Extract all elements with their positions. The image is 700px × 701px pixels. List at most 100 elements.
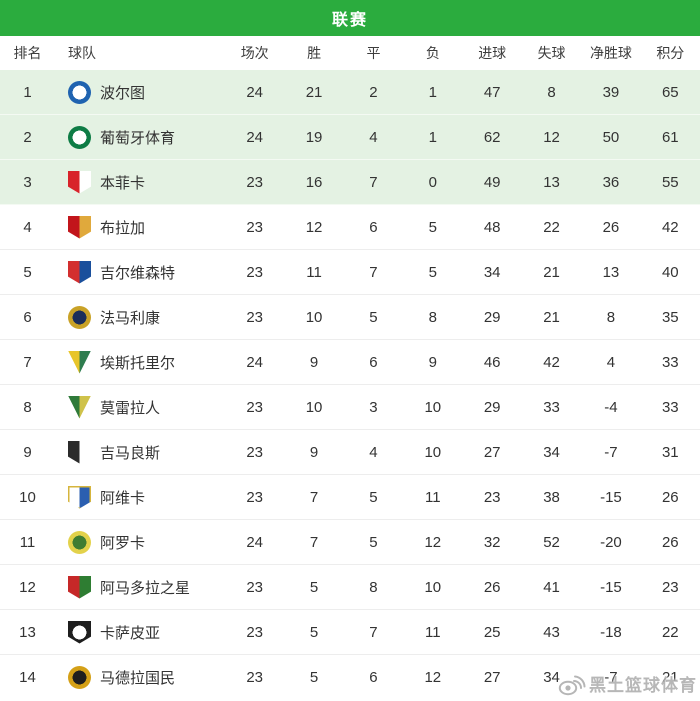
losses-cell: 12 [424, 533, 442, 551]
played-cell: 24 [246, 83, 264, 101]
table-row[interactable]: 14 马德拉国民 23 5 6 12 27 34 -7 21 [0, 655, 700, 700]
table-row[interactable]: 7 埃斯托里尔 24 9 6 9 46 42 4 33 [0, 340, 700, 385]
wins-cell: 7 [309, 488, 319, 506]
played-cell: 23 [246, 173, 264, 191]
goals-against-cell: 12 [543, 128, 560, 146]
points-cell: 65 [661, 83, 679, 101]
goals-for-cell: 29 [483, 308, 501, 326]
team-name: 莫雷拉人 [100, 399, 161, 417]
goals-against-cell: 52 [543, 533, 560, 551]
team-cell: 莫雷拉人 [55, 395, 225, 419]
rank-cell: 6 [23, 308, 32, 326]
table-row[interactable]: 3 本菲卡 23 16 7 0 49 13 36 55 [0, 160, 700, 205]
col-points: 积分 [656, 45, 685, 61]
table-row[interactable]: 10 阿维卡 23 7 5 11 23 38 -15 26 [0, 475, 700, 520]
table-row[interactable]: 2 葡萄牙体育 24 19 4 1 62 12 50 61 [0, 115, 700, 160]
wins-cell: 21 [305, 83, 323, 101]
table-row[interactable]: 11 阿罗卡 24 7 5 12 32 52 -20 26 [0, 520, 700, 565]
team-name: 阿维卡 [100, 489, 146, 507]
col-goals-for: 进球 [478, 45, 507, 61]
team-cell: 阿马多拉之星 [55, 575, 225, 599]
team-logo [68, 350, 91, 374]
losses-cell: 10 [424, 443, 442, 461]
table-row[interactable]: 13 卡萨皮亚 23 5 7 11 25 43 -18 22 [0, 610, 700, 655]
goals-for-cell: 48 [483, 218, 501, 236]
played-cell: 23 [246, 623, 264, 641]
col-rank: 排名 [13, 45, 42, 61]
goals-against-cell: 21 [543, 308, 560, 326]
losses-cell: 5 [428, 218, 437, 236]
team-logo [68, 305, 91, 329]
col-played: 场次 [240, 45, 269, 61]
team-cell: 阿维卡 [55, 485, 225, 509]
title-bar: 联赛 [0, 0, 700, 36]
draws-cell: 3 [369, 398, 378, 416]
table-row[interactable]: 6 法马利康 23 10 5 8 29 21 8 35 [0, 295, 700, 340]
losses-cell: 10 [424, 398, 442, 416]
team-name: 葡萄牙体育 [100, 129, 176, 147]
wins-cell: 5 [309, 623, 319, 641]
draws-cell: 6 [369, 353, 378, 371]
goals-against-cell: 38 [543, 488, 560, 506]
played-cell: 23 [246, 308, 264, 326]
rank-cell: 5 [23, 263, 32, 281]
points-cell: 31 [661, 443, 679, 461]
goals-against-cell: 22 [543, 218, 560, 236]
goals-against-cell: 43 [543, 623, 560, 641]
page-title: 联赛 [331, 12, 368, 29]
goals-for-cell: 32 [483, 533, 501, 551]
table-row[interactable]: 12 阿马多拉之星 23 5 8 10 26 41 -15 23 [0, 565, 700, 610]
table-row[interactable]: 9 吉马良斯 23 9 4 10 27 34 -7 31 [0, 430, 700, 475]
goals-for-cell: 26 [483, 578, 501, 596]
team-name: 阿马多拉之星 [100, 579, 191, 597]
rank-cell: 10 [19, 488, 36, 506]
rank-cell: 11 [19, 533, 36, 551]
table-row[interactable]: 8 莫雷拉人 23 10 3 10 29 33 -4 33 [0, 385, 700, 430]
team-cell: 法马利康 [55, 305, 225, 329]
team-cell: 波尔图 [55, 80, 225, 104]
goals-against-cell: 34 [543, 443, 560, 461]
goal-diff-cell: -15 [600, 488, 622, 506]
team-name: 波尔图 [100, 84, 146, 102]
rank-cell: 9 [23, 443, 32, 461]
team-logo [68, 215, 91, 239]
table-row[interactable]: 5 吉尔维森特 23 11 7 5 34 21 13 40 [0, 250, 700, 295]
goals-against-cell: 8 [547, 83, 556, 101]
losses-cell: 11 [425, 623, 441, 641]
played-cell: 23 [246, 578, 264, 596]
points-cell: 22 [661, 623, 679, 641]
points-cell: 61 [661, 128, 679, 146]
goal-diff-cell: 36 [602, 173, 620, 191]
goals-for-cell: 46 [483, 353, 501, 371]
table-row[interactable]: 4 布拉加 23 12 6 5 48 22 26 42 [0, 205, 700, 250]
rank-cell: 13 [19, 623, 36, 641]
team-name: 吉马良斯 [100, 444, 161, 462]
team-cell: 布拉加 [55, 215, 225, 239]
goal-diff-cell: -20 [600, 533, 622, 551]
goal-diff-cell: -15 [600, 578, 622, 596]
team-logo [68, 530, 91, 554]
rank-cell: 12 [19, 578, 36, 596]
team-name: 卡萨皮亚 [100, 624, 161, 642]
points-cell: 40 [661, 263, 679, 281]
team-logo [68, 575, 91, 599]
team-cell: 卡萨皮亚 [55, 620, 225, 644]
points-cell: 35 [661, 308, 679, 326]
wins-cell: 19 [305, 128, 323, 146]
column-header-row: 排名 球队 场次 胜 平 负 进球 失球 净胜球 积分 [0, 36, 700, 70]
team-name: 马德拉国民 [100, 670, 176, 687]
wins-cell: 16 [305, 173, 323, 191]
team-name: 埃斯托里尔 [100, 354, 176, 372]
wins-cell: 10 [305, 398, 323, 416]
draws-cell: 6 [369, 218, 378, 236]
team-name: 法马利康 [100, 309, 161, 327]
draws-cell: 6 [369, 669, 378, 686]
col-team: 球队 [68, 45, 96, 61]
col-losses: 负 [425, 45, 440, 61]
played-cell: 23 [246, 488, 264, 506]
goal-diff-cell: 39 [602, 83, 620, 101]
draws-cell: 4 [369, 128, 378, 146]
draws-cell: 5 [369, 488, 378, 506]
draws-cell: 5 [369, 533, 378, 551]
table-row[interactable]: 1 波尔图 24 21 2 1 47 8 39 65 [0, 70, 700, 115]
